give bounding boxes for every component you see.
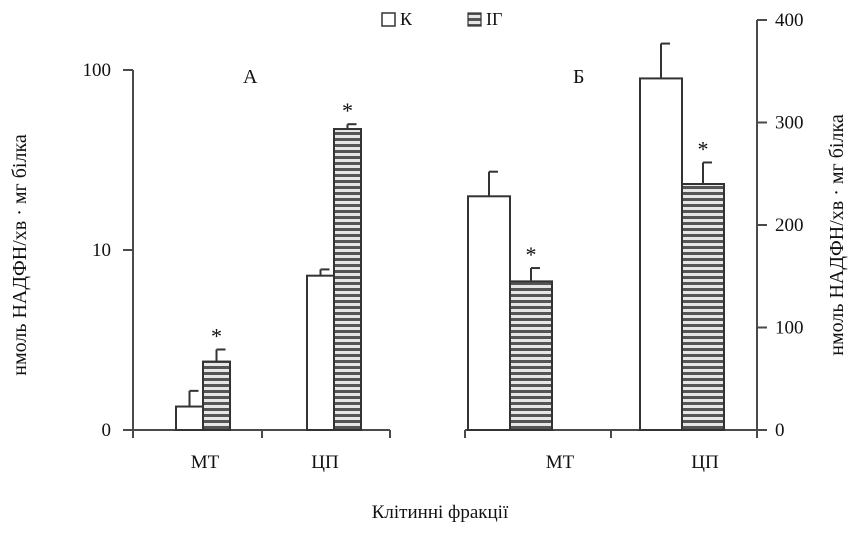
legend-label-treatment: ІГ [486, 9, 502, 29]
panel-b-plot: 0 100 200 300 400 * * [464, 10, 804, 441]
legend: К ІГ [381, 9, 502, 29]
panel-b-category-mt: МТ [546, 452, 575, 473]
y-axis-label-left: нмоль НАДФН/хв · мг білка [9, 134, 31, 376]
panel-a: нмоль НАДФН/хв · мг білка А МТ ЦП [9, 66, 339, 473]
bar-treatment-cp [333, 128, 362, 431]
bar-control-cp [639, 77, 683, 432]
panel-a-category-cp: ЦП [311, 452, 339, 473]
y-axis-label-right: нмоль НАДФН/хв · мг білка [826, 114, 848, 356]
bar-control-mt [467, 195, 511, 431]
significance-marker: * [526, 242, 537, 267]
y-tick-label: 100 [775, 318, 804, 339]
panel-b-category-cp: ЦП [691, 452, 719, 473]
significance-marker: * [211, 324, 222, 349]
x-axis-label: Клітинні фракції [372, 502, 509, 523]
panel-b-label: Б [573, 66, 584, 88]
bar-control-cp [306, 274, 335, 431]
y-tick-label: 200 [775, 215, 804, 236]
panel-b: нмоль НАДФН/хв · мг білка Б МТ ЦП [546, 66, 848, 473]
y-tick-label: 300 [775, 113, 804, 134]
chart-marks: 0 10 100 * * 0 100 200 300 400 * * [83, 10, 804, 441]
significance-marker: * [698, 136, 709, 161]
bar-control-mt [175, 405, 204, 431]
panel-a-label: А [243, 66, 258, 88]
y-tick-label: 10 [92, 240, 111, 261]
y-tick-label: 100 [83, 60, 112, 81]
y-tick-label: 400 [775, 10, 804, 31]
y-tick-label: 0 [102, 420, 112, 441]
bar-treatment-mt [509, 280, 553, 431]
y-tick-label: 0 [775, 420, 785, 441]
legend-swatch-treatment [467, 12, 482, 27]
panel-a-plot: 0 10 100 * * [83, 60, 391, 441]
panel-a-category-mt: МТ [191, 452, 220, 473]
bar-treatment-cp [681, 183, 725, 431]
legend-swatch-control [381, 12, 396, 27]
bar-treatment-mt [202, 360, 231, 432]
legend-label-control: К [400, 9, 413, 29]
significance-marker: * [342, 98, 353, 123]
